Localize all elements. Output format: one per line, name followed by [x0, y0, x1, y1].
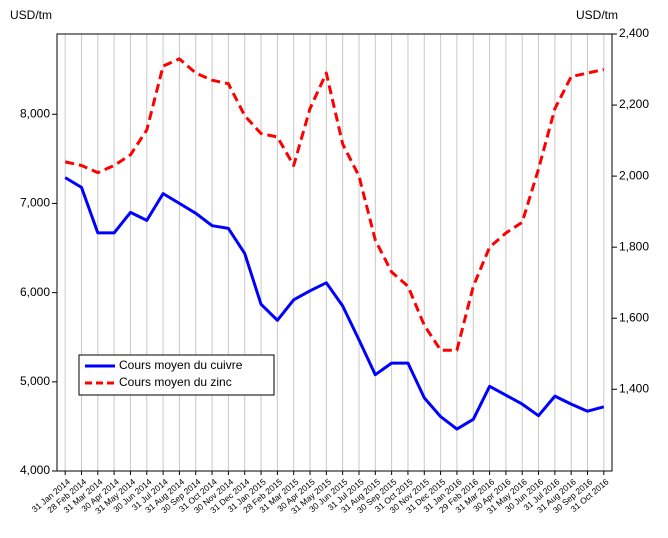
y-tick-label: 4,000 [20, 463, 50, 477]
y2-tick-label: 1,400 [619, 381, 649, 395]
y-tick-label: 7,000 [20, 196, 50, 210]
series-line [64, 176, 605, 431]
y2-tick-label: 2,000 [619, 168, 649, 182]
y2-tick-label: 1,600 [619, 310, 649, 324]
y2-tick-label: 2,200 [619, 97, 649, 111]
legend-label: Cours moyen du cuivre [119, 358, 243, 372]
y2-tick-label: 1,800 [619, 239, 649, 253]
series-line [64, 57, 605, 352]
legend-box [78, 354, 275, 396]
y-axis-label: USD/tm [10, 8, 52, 22]
y-tick-label: 8,000 [20, 106, 50, 120]
y-tick-label: 6,000 [20, 285, 50, 299]
y-tick-label: 5,000 [20, 374, 50, 388]
plot-frame [56, 33, 613, 472]
y2-tick-label: 2,400 [619, 26, 649, 40]
legend-label: Cours moyen du zinc [119, 375, 232, 389]
y2-axis-label: USD/tm [576, 8, 618, 22]
